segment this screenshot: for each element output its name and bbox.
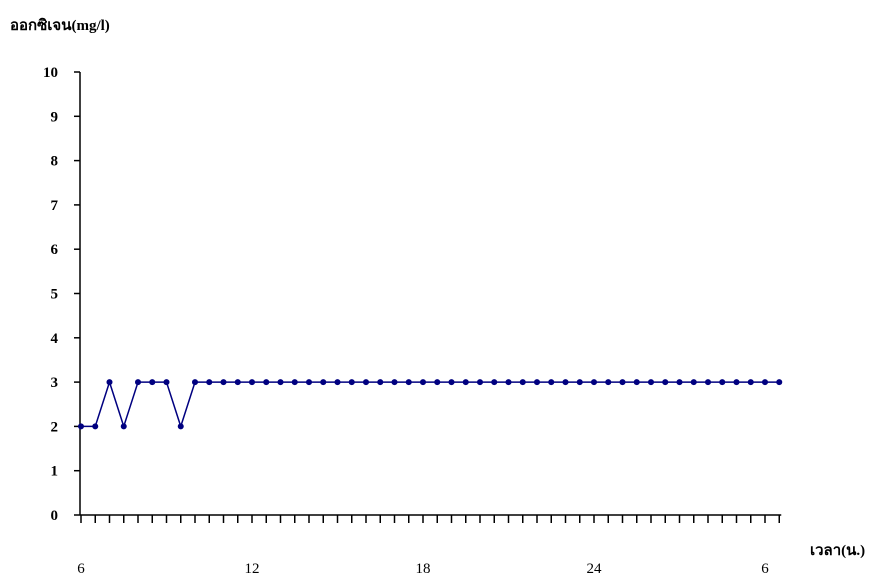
series-group <box>78 379 783 430</box>
y-tick-label: 0 <box>51 508 59 524</box>
x-tick-label: 6 <box>761 561 769 577</box>
x-tick-label: 12 <box>245 561 260 577</box>
data-point <box>477 379 483 386</box>
data-point <box>405 379 412 386</box>
data-point <box>249 379 255 386</box>
data-point <box>462 379 469 386</box>
data-point <box>334 379 341 386</box>
x-tick-label: 18 <box>416 561 431 577</box>
data-point <box>534 379 540 386</box>
data-point <box>263 379 270 386</box>
data-point <box>135 379 141 386</box>
y-tick-label: 6 <box>51 242 59 258</box>
data-point <box>291 379 298 386</box>
data-point <box>149 379 156 386</box>
x-tick-labels: 6 12 18 24 6 <box>77 561 769 577</box>
data-point <box>206 379 213 386</box>
data-point <box>192 379 198 386</box>
y-tick-label: 8 <box>51 154 59 170</box>
y-tick-label: 9 <box>51 109 59 125</box>
y-tick-label: 4 <box>51 331 59 347</box>
data-point <box>177 423 184 430</box>
data-point <box>605 379 612 386</box>
y-tick-labels: 0 1 2 3 4 5 6 7 8 9 10 <box>43 65 59 524</box>
data-point <box>434 379 441 386</box>
y-tick-label: 3 <box>51 375 59 391</box>
data-point <box>762 379 768 386</box>
data-point <box>648 379 654 386</box>
data-point <box>633 379 640 386</box>
y-tick-label: 7 <box>51 198 59 214</box>
data-point <box>747 379 754 386</box>
data-point <box>719 379 726 386</box>
series-line <box>81 379 780 429</box>
data-point <box>491 379 498 386</box>
data-point <box>562 379 569 386</box>
data-point <box>420 379 426 386</box>
axes <box>74 71 782 523</box>
data-point <box>448 379 455 386</box>
data-point <box>619 379 626 386</box>
data-point <box>548 379 555 386</box>
x-tick-label: 6 <box>77 561 85 577</box>
data-point <box>377 379 384 386</box>
data-point <box>106 379 113 386</box>
data-point <box>576 379 583 386</box>
x-tick-label: 24 <box>587 561 603 577</box>
data-point <box>92 423 99 430</box>
data-point <box>120 423 127 430</box>
data-point <box>662 379 669 386</box>
y-tick-label: 1 <box>51 464 59 480</box>
y-tick-label: 2 <box>51 419 59 435</box>
x-axis-label: เวลา(น.) <box>810 543 865 559</box>
data-point <box>676 379 683 386</box>
data-point <box>78 423 84 430</box>
data-point <box>163 379 170 386</box>
data-point <box>733 379 740 386</box>
data-point <box>277 379 284 386</box>
data-point <box>519 379 526 386</box>
data-point <box>391 379 398 386</box>
data-point <box>505 379 512 386</box>
data-point <box>234 379 241 386</box>
data-point <box>363 379 369 386</box>
y-tick-label: 5 <box>51 287 59 303</box>
data-point <box>776 379 783 386</box>
data-point <box>306 379 312 386</box>
data-point <box>220 379 227 386</box>
y-axis-label: ออกซิเจน(mg/l) <box>10 16 110 34</box>
data-point <box>705 379 711 386</box>
data-point <box>348 379 355 386</box>
data-point <box>690 379 697 386</box>
y-tick-label: 10 <box>43 65 58 81</box>
data-point <box>591 379 597 386</box>
data-point <box>320 379 327 386</box>
